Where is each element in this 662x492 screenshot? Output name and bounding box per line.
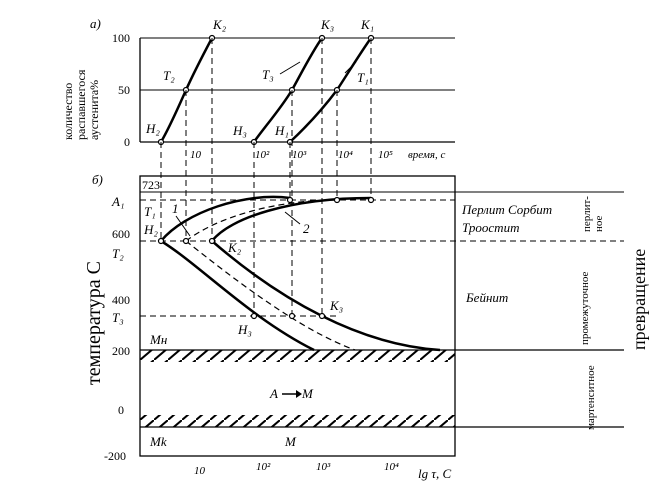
top-label-t2: Т₂ — [163, 68, 175, 83]
point-k2 — [208, 237, 216, 245]
label-mk: Мk — [149, 434, 167, 449]
c-curve-start — [160, 195, 315, 352]
top-x-tick-4: 10⁴ — [338, 149, 353, 161]
label-h3: Н₃ — [237, 322, 252, 337]
bottom-xlabel: lg τ, С — [418, 466, 452, 481]
pointer-curve-1 — [175, 215, 191, 237]
side-transformation: превращение — [629, 249, 649, 350]
zone-a-to-m-right: М — [301, 386, 314, 401]
top-y-tick-50: 50 — [118, 83, 130, 97]
top-label-k1: К₁ — [360, 17, 374, 32]
label-k3: К₃ — [329, 298, 343, 313]
label-curve-1: 1 — [172, 201, 179, 216]
top-panel-label: а) — [90, 16, 101, 31]
zone-martensite: М — [284, 434, 297, 449]
label-k2: К₂ — [227, 240, 242, 255]
bottom-x-tick-2: 10² — [256, 461, 271, 473]
top-arrow-t3 — [279, 61, 301, 75]
top-ylabel-line-3: аустенита% — [87, 80, 101, 140]
zone-pearlite-sorbite: Перлит Сорбит — [461, 202, 552, 217]
point-t2 — [182, 237, 190, 245]
top-label-k3: К₃ — [320, 17, 334, 32]
point-h3 — [250, 312, 258, 320]
top-label-h1: Н₁ — [274, 123, 289, 138]
bottom-y-tick-600: 600 — [112, 227, 130, 241]
zone-bainite: Бейнит — [465, 290, 508, 305]
point-k1 — [367, 196, 375, 204]
side-pearlite-transformation-1: перлит- — [581, 196, 593, 232]
top-label-t1: Т₁ — [357, 70, 369, 85]
point-t1 — [333, 196, 341, 204]
bottom-x-tick-3: 10³ — [316, 461, 331, 473]
bottom-x-tick-1: 10 — [194, 465, 206, 477]
zone-troostite: Троостит — [462, 220, 519, 235]
top-panel: а) количество распавшегося аустенита% 10… — [61, 16, 455, 161]
label-a1: А₁ — [111, 194, 124, 209]
bottom-y-tick-0: 0 — [118, 403, 124, 417]
pointer-curve-2 — [284, 211, 301, 225]
point-h1 — [286, 196, 294, 204]
bottom-y-tick-400: 400 — [112, 293, 130, 307]
top-arrow-t1 — [344, 61, 357, 74]
label-t3: Т₃ — [112, 310, 124, 325]
bottom-frame — [139, 175, 456, 457]
top-x-tick-3: 10³ — [292, 149, 307, 161]
hatch-band-mk — [140, 415, 455, 427]
top-x-tick-5: 10⁵ — [378, 149, 393, 161]
label-t1: Т₁ — [144, 204, 156, 219]
hatch-band-mh — [140, 350, 455, 362]
top-x-tick-1: 10 — [190, 149, 202, 161]
point-t3 — [288, 312, 296, 320]
bottom-panel-label: б) — [92, 172, 103, 187]
label-mh: Мн — [149, 332, 167, 347]
bottom-y-tick-200: 200 — [112, 344, 130, 358]
c-curve-dashed — [185, 199, 356, 351]
point-h2 — [157, 237, 165, 245]
top-label-t3: Т₃ — [262, 67, 274, 82]
zone-a-to-m-left: А — [269, 386, 278, 401]
bottom-y-tick-723: 723 — [142, 178, 160, 192]
top-label-k2: К₂ — [212, 17, 227, 32]
top-label-h3: Н₃ — [232, 123, 247, 138]
point-k3 — [318, 312, 326, 320]
zone-a-to-m-arrowhead — [296, 390, 302, 398]
top-label-h2: Н₂ — [145, 121, 160, 136]
label-curve-2: 2 — [303, 221, 310, 236]
top-y-tick-100: 100 — [112, 31, 130, 45]
bottom-panel: б) температура С 723 600 400 200 0 -200 … — [83, 172, 649, 481]
top-y-tick-0: 0 — [124, 135, 130, 149]
side-pearlite-transformation-2: ное — [593, 215, 605, 232]
label-h2: Н₂ — [143, 222, 158, 237]
top-ylabel-line-1: количество — [61, 83, 75, 140]
label-t2: Т₂ — [112, 246, 124, 261]
bottom-y-tick-minus200: -200 — [104, 449, 126, 463]
top-x-tick-2: 10² — [255, 149, 270, 161]
side-martensitic: мартенситное — [585, 365, 597, 430]
side-intermediate: промежуточное — [579, 271, 591, 345]
top-xlabel: время, с — [408, 149, 446, 161]
top-ylabel-line-2: распавшегося — [74, 69, 88, 140]
bottom-ylabel: температура С — [83, 261, 105, 385]
bottom-x-tick-4: 10⁴ — [384, 461, 399, 473]
